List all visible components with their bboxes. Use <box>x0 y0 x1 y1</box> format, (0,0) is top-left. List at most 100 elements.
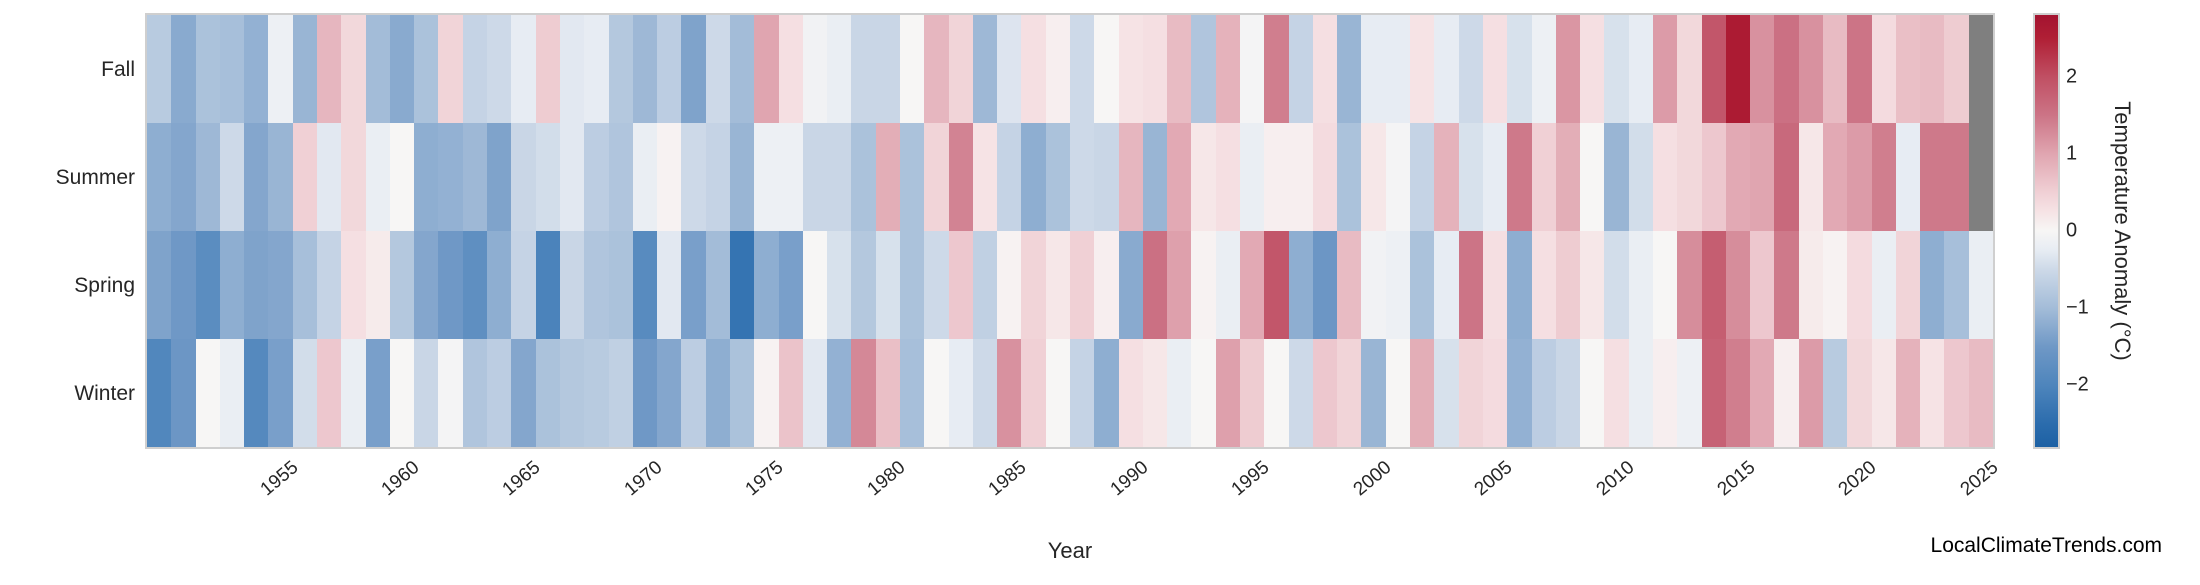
heatmap-cell <box>147 231 172 339</box>
heatmap-cell <box>1822 123 1848 231</box>
heatmap-cell <box>827 339 852 447</box>
heatmap-cell <box>632 123 658 231</box>
heatmap-cell <box>487 339 512 447</box>
heatmap-cell <box>147 123 172 231</box>
heatmap-cell <box>1725 231 1751 339</box>
x-tick-label-1975: 1975 <box>741 457 788 501</box>
heatmap-cell <box>1895 231 1921 339</box>
heatmap-cell <box>244 15 269 123</box>
heatmap-cell <box>1118 231 1144 339</box>
heatmap-cell <box>924 123 949 231</box>
heatmap-cell <box>1410 339 1435 447</box>
heatmap-cell <box>341 339 366 447</box>
heatmap-cell <box>487 123 512 231</box>
heatmap-cell <box>729 15 755 123</box>
heatmap-cell <box>681 15 707 123</box>
heatmap-cell <box>171 123 196 231</box>
heatmap-cell <box>1555 123 1581 231</box>
heatmap-cell <box>851 339 877 447</box>
heatmap-cell <box>1215 339 1241 447</box>
heatmap-cell <box>1822 231 1848 339</box>
x-tick-label-2010: 2010 <box>1592 457 1638 501</box>
heatmap-cell <box>1798 123 1824 231</box>
heatmap-cell <box>268 15 294 123</box>
heatmap-cell <box>1167 339 1192 447</box>
heatmap-cell <box>754 123 779 231</box>
heatmap-cell <box>1094 339 1119 447</box>
row-label-winter: Winter <box>74 382 135 405</box>
heatmap-cell <box>244 339 269 447</box>
heatmap-cell <box>802 15 828 123</box>
heatmap-cell <box>1507 123 1532 231</box>
heatmap-cell <box>1337 339 1362 447</box>
heatmap-cell <box>1750 339 1775 447</box>
heatmap-row-fall <box>147 15 1994 123</box>
colorbar-tick--2: −2 <box>2066 373 2089 396</box>
heatmap-cell <box>1677 231 1702 339</box>
heatmap-cell <box>1191 339 1217 447</box>
heatmap-cell <box>1871 339 1897 447</box>
heatmap-cell <box>1652 15 1678 123</box>
heatmap-cell <box>535 231 561 339</box>
heatmap-cell <box>899 15 925 123</box>
watermark-text: LocalClimateTrends.com <box>1930 534 2162 557</box>
heatmap-cell <box>244 231 269 339</box>
heatmap-cell <box>972 15 998 123</box>
heatmap-cell <box>948 231 974 339</box>
heatmap-cell <box>1094 123 1119 231</box>
colorbar-tick-0: 0 <box>2066 219 2078 242</box>
heatmap-cell <box>462 123 488 231</box>
heatmap-cell <box>389 123 415 231</box>
heatmap-cell <box>1920 339 1945 447</box>
heatmap-cell <box>1385 123 1411 231</box>
heatmap-cell <box>268 339 294 447</box>
heatmap-cell <box>1021 339 1047 447</box>
heatmap-cell <box>1142 123 1168 231</box>
heatmap-cell <box>487 15 512 123</box>
heatmap-cell <box>1385 15 1411 123</box>
heatmap-cell <box>317 231 342 339</box>
heatmap-cell <box>1191 231 1217 339</box>
heatmap-cell <box>389 15 415 123</box>
heatmap-cell <box>438 123 464 231</box>
heatmap-cell <box>195 231 221 339</box>
heatmap-cell <box>875 231 901 339</box>
heatmap-cell <box>511 339 536 447</box>
heatmap-cell <box>1434 339 1459 447</box>
heatmap-cell <box>147 339 172 447</box>
heatmap-cell <box>1871 231 1897 339</box>
heatmap-cell <box>1215 231 1241 339</box>
heatmap-cell <box>1094 15 1119 123</box>
heatmap-cell <box>1847 231 1872 339</box>
heatmap-cell <box>1822 339 1848 447</box>
x-tick-label-1980: 1980 <box>863 457 910 501</box>
heatmap-cell <box>487 231 512 339</box>
heatmap-cell <box>317 15 342 123</box>
heatmap-cell <box>365 339 391 447</box>
heatmap-row-summer <box>147 123 1994 231</box>
heatmap-cell <box>1531 15 1557 123</box>
heatmap-cell <box>1264 231 1289 339</box>
heatmap-cell <box>1312 339 1338 447</box>
heatmap-cell <box>997 231 1022 339</box>
x-tick-label-1970: 1970 <box>620 457 667 501</box>
heatmap-cell <box>827 123 852 231</box>
heatmap-cell <box>1895 339 1921 447</box>
heatmap-cell <box>875 15 901 123</box>
heatmap-cell <box>608 123 634 231</box>
heatmap-cell <box>1288 15 1314 123</box>
heatmap-cell <box>1628 231 1654 339</box>
heatmap-cell <box>972 231 998 339</box>
heatmap-cell <box>1337 231 1362 339</box>
heatmap-cell <box>997 15 1022 123</box>
heatmap-cell <box>414 231 439 339</box>
heatmap-cell <box>1677 339 1702 447</box>
heatmap-cell <box>1240 123 1265 231</box>
heatmap-cell <box>1094 231 1119 339</box>
heatmap-cell <box>778 15 804 123</box>
heatmap-cell <box>729 339 755 447</box>
heatmap-cell <box>705 339 731 447</box>
heatmap-cell <box>1410 123 1435 231</box>
heatmap-cell <box>1385 339 1411 447</box>
heatmap-cell <box>681 339 707 447</box>
